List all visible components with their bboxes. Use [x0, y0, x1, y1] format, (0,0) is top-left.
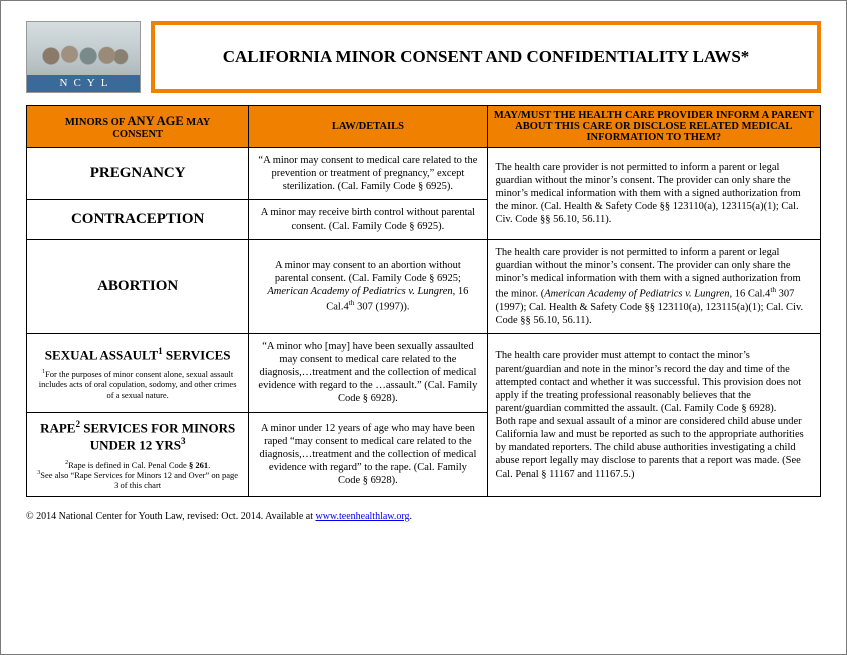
header-col-consent: MINORS OF ANY AGE MAY CONSENT — [27, 106, 249, 148]
disclosure-cell-pregnancy-contraception: The health care provider is not permitte… — [487, 148, 821, 240]
note-text: See also “Rape Services for Minors 12 an… — [40, 470, 238, 490]
category-cell-pregnancy: PREGNANCY — [27, 148, 249, 200]
header-col-disclosure: MAY/MUST THE HEALTH CARE PROVIDER INFORM… — [487, 106, 821, 148]
category-title: ABORTION — [35, 277, 240, 296]
category-footnote: 2Rape is defined in Cal. Penal Code § 26… — [35, 460, 240, 491]
note-bold: § 261 — [189, 460, 208, 470]
case-name: American Academy of Pediatrics v. Lungre… — [544, 289, 732, 300]
category-title: CONTRACEPTION — [35, 210, 240, 229]
law-cell-rape: A minor under 12 years of age who may ha… — [249, 412, 487, 497]
category-cell-sexual-assault: SEXUAL ASSAULT1 SERVICES 1For the purpos… — [27, 333, 249, 412]
table-row: SEXUAL ASSAULT1 SERVICES 1For the purpos… — [27, 333, 821, 412]
category-cell-rape: RAPE2 SERVICES FOR MINORS UNDER 12 YRS3 … — [27, 412, 249, 497]
footer-link[interactable]: www.teenhealthlaw.org — [315, 511, 409, 522]
table-row: PREGNANCY “A minor may consent to medica… — [27, 148, 821, 200]
footer-text: © 2014 National Center for Youth Law, re… — [26, 511, 315, 522]
law-cell-sexual-assault: “A minor who [may] have been sexually as… — [249, 333, 487, 412]
law-cell-abortion: A minor may consent to an abortion witho… — [249, 239, 487, 333]
t: SERVICES FOR MINORS UNDER 12 YRS — [80, 420, 235, 453]
category-title: RAPE2 SERVICES FOR MINORS UNDER 12 YRS3 — [35, 419, 240, 454]
note-text: . — [208, 460, 210, 470]
document-page: NCYL CALIFORNIA MINOR CONSENT AND CONFID… — [1, 1, 846, 532]
title-box: CALIFORNIA MINOR CONSENT AND CONFIDENTIA… — [151, 21, 821, 93]
footer-text: . — [410, 511, 413, 522]
t: SERVICES — [163, 347, 231, 362]
table-row: ABORTION A minor may consent to an abort… — [27, 239, 821, 333]
logo-image — [27, 22, 140, 75]
law-cell-contraception: A minor may receive birth control withou… — [249, 200, 487, 239]
t: RAPE — [40, 420, 75, 435]
footer: © 2014 National Center for Youth Law, re… — [26, 511, 821, 522]
disclosure-cell-abortion: The health care provider is not permitte… — [487, 239, 821, 333]
consent-laws-table: MINORS OF ANY AGE MAY CONSENT LAW/DETAIL… — [26, 105, 821, 497]
category-title: PREGNANCY — [35, 164, 240, 183]
hdr-txt: CONSENT — [112, 129, 163, 140]
note-text: Rape is defined in Cal. Penal Code — [68, 460, 189, 470]
category-cell-contraception: CONTRACEPTION — [27, 200, 249, 239]
t: SEXUAL ASSAULT — [45, 347, 158, 362]
hdr-txt: MINORS OF — [65, 117, 125, 128]
disc-text: The health care provider must attempt to… — [496, 350, 802, 414]
hdr-big: ANY AGE — [128, 114, 184, 128]
law-text: 307 (1997)). — [354, 302, 409, 313]
law-text: A minor may consent to an abortion witho… — [275, 260, 461, 284]
header-row: NCYL CALIFORNIA MINOR CONSENT AND CONFID… — [26, 21, 821, 93]
table-header-row: MINORS OF ANY AGE MAY CONSENT LAW/DETAIL… — [27, 106, 821, 148]
sup: 3 — [181, 436, 186, 446]
category-footnote: 1For the purposes of minor consent alone… — [35, 369, 240, 400]
disclosure-cell-assault-rape: The health care provider must attempt to… — [487, 333, 821, 496]
hdr-txt: MAY — [186, 117, 210, 128]
category-title: SEXUAL ASSAULT1 SERVICES — [35, 346, 240, 364]
case-name: American Academy of Pediatrics v. Lungre… — [267, 286, 455, 297]
disc-text: Both rape and sexual assault of a minor … — [496, 416, 804, 480]
ncyl-logo: NCYL — [26, 21, 141, 93]
page-title: CALIFORNIA MINOR CONSENT AND CONFIDENTIA… — [223, 47, 750, 67]
header-col-law: LAW/DETAILS — [249, 106, 487, 148]
logo-letters: NCYL — [27, 75, 140, 92]
note-text: For the purposes of minor consent alone,… — [39, 369, 237, 399]
disc-text: 16 Cal.4 — [732, 289, 770, 300]
category-cell-abortion: ABORTION — [27, 239, 249, 333]
law-cell-pregnancy: “A minor may consent to medical care rel… — [249, 148, 487, 200]
